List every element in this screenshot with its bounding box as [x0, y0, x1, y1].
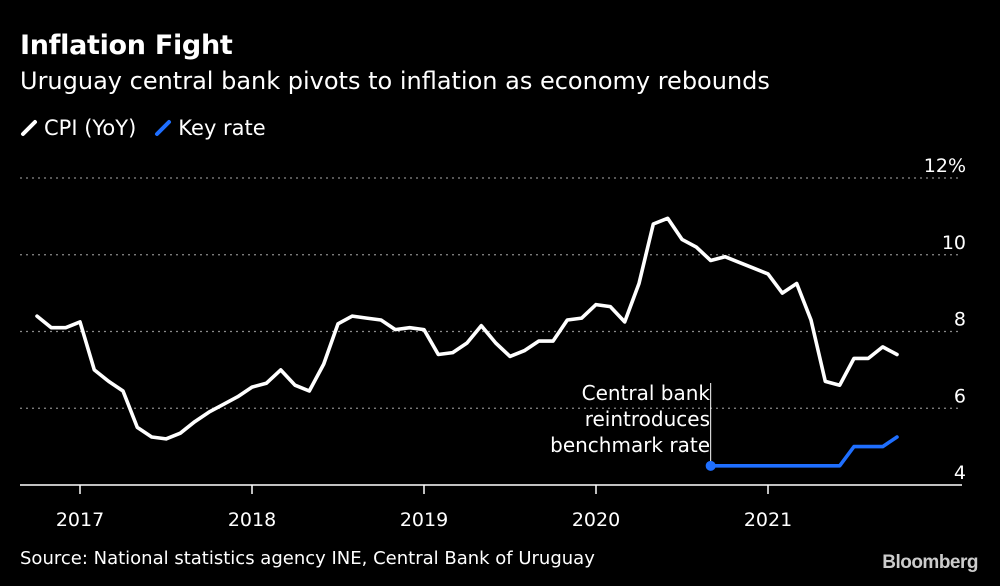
legend-label-key-rate: Key rate [178, 116, 266, 140]
annotation-text: reintroduces [585, 407, 710, 431]
legend-swatch-key-rate [155, 120, 172, 136]
cpi-line [35, 216, 899, 441]
legend-label-cpi: CPI (YoY) [44, 116, 137, 140]
x-tick-label: 2021 [744, 509, 792, 531]
legend-item-key-rate: Key rate [154, 116, 266, 140]
key-rate-start-marker [705, 460, 716, 471]
source-note: Source: National statistics agency INE, … [20, 548, 595, 569]
y-tick-label: 12% [924, 155, 966, 177]
x-tick-label: 2017 [56, 509, 104, 531]
bloomberg-logo: Bloomberg [882, 552, 978, 573]
y-tick-label: 4 [954, 462, 966, 484]
annotation-text: benchmark rate [550, 433, 710, 457]
x-tick-label: 2019 [400, 509, 448, 531]
chart-title: Inflation Fight [20, 30, 233, 61]
x-tick-label: 2018 [228, 509, 276, 531]
y-tick-label: 10 [942, 232, 966, 254]
y-tick-label: 6 [954, 385, 966, 407]
annotation-text: Central bank [582, 381, 711, 405]
legend-item-cpi: CPI (YoY) [20, 116, 136, 140]
legend: CPI (YoY) Key rate [20, 116, 284, 140]
chart-subtitle: Uruguay central bank pivots to inflation… [20, 67, 770, 95]
x-tick-label: 2020 [572, 509, 620, 531]
legend-swatch-cpi [21, 120, 37, 136]
key-rate-line [708, 435, 899, 468]
y-tick-label: 8 [954, 309, 966, 331]
